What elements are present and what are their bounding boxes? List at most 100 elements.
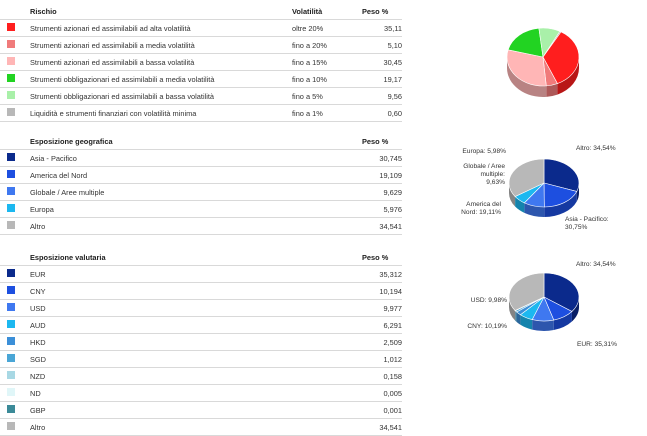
- pie-label-line: Globale / Aree: [463, 163, 505, 170]
- pie-label-line: EUR: 35,31%: [577, 341, 617, 348]
- color-swatch: [7, 187, 15, 195]
- color-swatch: [7, 204, 15, 212]
- pie-label: USD: 9,98%: [471, 297, 507, 304]
- currency-row-name: ND: [30, 384, 292, 402]
- color-swatch: [7, 40, 15, 48]
- currency-row: CNY 10,194: [0, 282, 402, 300]
- color-swatch: [7, 23, 15, 31]
- risk-row-weight: 5,10: [362, 36, 402, 54]
- geo-row-weight: 5,976: [362, 200, 402, 218]
- currency-row: AUD 6,291: [0, 316, 402, 334]
- currency-row-weight: 0,005: [362, 384, 402, 402]
- geo-row: Europa 5,976: [0, 200, 402, 218]
- pie-slice-side: [509, 183, 516, 207]
- currency-row-weight: 0,001: [362, 401, 402, 419]
- risk-header-name: Rischio: [30, 6, 57, 16]
- color-swatch: [7, 221, 15, 229]
- currency-row: HKD 2,509: [0, 333, 402, 351]
- pie-label-line: America del: [466, 201, 501, 208]
- pie-label-line: USD: 9,98%: [471, 297, 507, 304]
- risk-row: Liquidità e strumenti finanziari con vol…: [0, 104, 402, 122]
- risk-row-name: Strumenti azionari ed assimilabili a bas…: [30, 53, 292, 71]
- risk-pie-svg: [506, 27, 580, 97]
- currency-header-name: Esposizione valutaria: [30, 252, 106, 262]
- geo-row-weight: 34,541: [362, 217, 402, 235]
- geo-row-name: Europa: [30, 200, 292, 218]
- pie-label: Globale / Aree multiple: 9,63%: [463, 163, 505, 186]
- color-swatch: [7, 170, 15, 178]
- pie-label: Altro: 34,54%: [576, 145, 616, 152]
- risk-header-volatility: Volatilità: [292, 6, 323, 16]
- currency-row-weight: 0,158: [362, 367, 402, 385]
- risk-row-volatility: fino a 1%: [292, 104, 362, 122]
- color-swatch: [7, 354, 15, 362]
- currency-row-weight: 6,291: [362, 316, 402, 334]
- geo-header-row: Esposizione geografica Peso %: [0, 133, 402, 150]
- currency-rows: EUR 35,312 CNY 10,194 USD 9,977 AUD 6,291 HKD 2,5…: [0, 265, 402, 436]
- pie-slice-eur: [543, 272, 580, 312]
- risk-row-name: Liquidità e strumenti finanziari con vol…: [30, 104, 292, 122]
- currency-row-weight: 9,977: [362, 299, 402, 317]
- geo-header-weight: Peso %: [362, 136, 389, 146]
- color-swatch: [7, 91, 15, 99]
- currency-pie-svg: Altro: 34,54% USD: 9,98% CNY: 10,19% EUR: 3…: [467, 261, 617, 348]
- currency-row-name: EUR: [30, 265, 292, 283]
- pie-label: CNY: 10,19%: [467, 323, 507, 330]
- currency-row: GBP 0,001: [0, 401, 402, 419]
- pie-label: America del Nord: 19,11%: [461, 201, 501, 216]
- risk-row-volatility: fino a 5%: [292, 87, 362, 105]
- currency-row: Altro 34,541: [0, 418, 402, 436]
- risk-rows: Strumenti azionari ed assimilabili ad al…: [0, 19, 402, 122]
- currency-row-name: SGD: [30, 350, 292, 368]
- color-swatch: [7, 405, 15, 413]
- risk-row-weight: 30,45: [362, 53, 402, 71]
- color-swatch: [7, 371, 15, 379]
- currency-row: ND 0,005: [0, 384, 402, 402]
- currency-row: EUR 35,312: [0, 265, 402, 283]
- pie-label: Altro: 34,54%: [576, 261, 616, 268]
- geo-header-name: Esposizione geografica: [30, 136, 113, 146]
- geo-row-name: Globale / Aree multiple: [30, 183, 292, 201]
- risk-row: Strumenti azionari ed assimilabili ad al…: [0, 19, 402, 37]
- geo-row: Globale / Aree multiple 9,629: [0, 183, 402, 201]
- color-swatch: [7, 303, 15, 311]
- pie-label-line: Asia - Pacifico:: [565, 216, 609, 223]
- color-swatch: [7, 337, 15, 345]
- pie-slice-side: [524, 202, 545, 217]
- pie-slice-altro: [508, 158, 545, 197]
- geo-section: Esposizione geografica Peso % Asia - Pac…: [0, 133, 402, 235]
- currency-row-weight: 34,541: [362, 418, 402, 436]
- risk-row: Strumenti obbligazionari ed assimilabili…: [0, 70, 402, 88]
- currency-row-weight: 2,509: [362, 333, 402, 351]
- currency-row-name: Altro: [30, 418, 292, 436]
- risk-row-name: Strumenti obbligazionari ed assimilabili…: [30, 70, 292, 88]
- risk-row-volatility: fino a 15%: [292, 53, 362, 71]
- currency-header-row: Esposizione valutaria Peso %: [0, 249, 402, 266]
- color-swatch: [7, 320, 15, 328]
- color-swatch: [7, 269, 15, 277]
- pie-slice-side: [546, 83, 558, 97]
- risk-row: Strumenti azionari ed assimilabili a bas…: [0, 53, 402, 71]
- risk-row-volatility: oltre 20%: [292, 19, 362, 37]
- pie-label-line: 30,75%: [565, 224, 588, 231]
- pie-slice-side: [532, 319, 554, 331]
- pie-slice-side: [515, 310, 517, 322]
- pie-slice-side: [557, 57, 579, 95]
- pie-label: Asia - Pacifico: 30,75%: [565, 216, 609, 231]
- geo-row-name: Asia - Pacifico: [30, 149, 292, 167]
- pie-slice-asia-pacifico: [543, 158, 580, 192]
- geo-row: Asia - Pacifico 30,745: [0, 149, 402, 167]
- risk-header-row: Rischio Volatilità Peso %: [0, 3, 402, 20]
- risk-section: Rischio Volatilità Peso % Strumenti azio…: [0, 3, 402, 122]
- currency-row-name: USD: [30, 299, 292, 317]
- currency-row-weight: 35,312: [362, 265, 402, 283]
- risk-header-weight: Peso %: [362, 6, 389, 16]
- geo-row-weight: 19,109: [362, 166, 402, 184]
- pie-slice-liquidit-e-strumenti-finanziari-con-volatilit-minima: [542, 30, 562, 58]
- color-swatch: [7, 286, 15, 294]
- risk-row-volatility: fino a 20%: [292, 36, 362, 54]
- pie-slice-altro: [508, 272, 545, 311]
- risk-row: Strumenti azionari ed assimilabili a med…: [0, 36, 402, 54]
- geo-rows: Asia - Pacifico 30,745 America del Nord 19,…: [0, 149, 402, 235]
- currency-row-name: GBP: [30, 401, 292, 419]
